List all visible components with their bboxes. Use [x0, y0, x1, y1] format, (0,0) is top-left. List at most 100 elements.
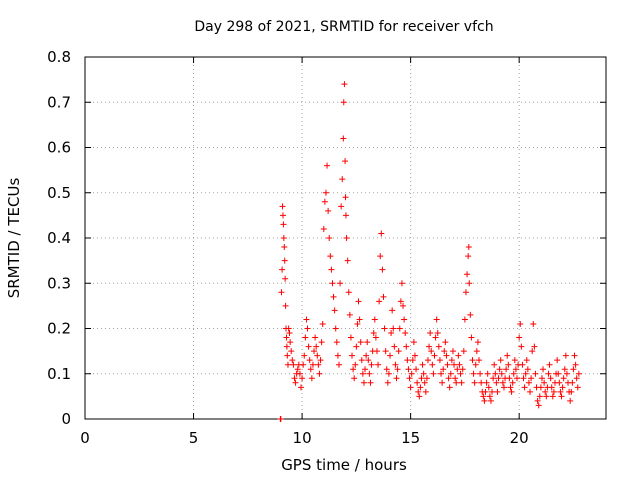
- data-point: [512, 366, 519, 373]
- data-point: [426, 343, 433, 350]
- data-point: [280, 221, 287, 228]
- y-tick-label: 0.4: [47, 229, 71, 247]
- data-point: [420, 370, 427, 377]
- data-point: [535, 402, 542, 409]
- data-point: [418, 375, 425, 382]
- data-point: [400, 302, 407, 309]
- data-point: [506, 375, 513, 382]
- data-point: [455, 352, 462, 359]
- data-point: [509, 379, 516, 386]
- x-tick-label: 20: [510, 429, 529, 447]
- data-point: [406, 375, 413, 382]
- data-point: [521, 384, 528, 391]
- data-point: [430, 370, 437, 377]
- data-point: [353, 343, 360, 350]
- data-point: [334, 352, 341, 359]
- data-point: [358, 357, 365, 364]
- data-point: [281, 257, 288, 264]
- data-point: [380, 293, 387, 300]
- data-point: [469, 357, 476, 364]
- data-point: [446, 384, 453, 391]
- data-point: [522, 370, 529, 377]
- data-point: [422, 388, 429, 395]
- data-point: [462, 289, 469, 296]
- data-point: [279, 212, 286, 219]
- data-point: [408, 370, 415, 377]
- data-point: [351, 375, 358, 382]
- data-point: [458, 379, 465, 386]
- data-point: [299, 375, 306, 382]
- data-point: [302, 334, 309, 341]
- data-point: [352, 361, 359, 368]
- data-point: [452, 375, 459, 382]
- data-point: [340, 135, 347, 142]
- data-point: [508, 388, 515, 395]
- data-point: [421, 379, 428, 386]
- data-point: [460, 348, 467, 355]
- data-point: [286, 330, 293, 337]
- data-point: [383, 366, 390, 373]
- data-point: [444, 361, 451, 368]
- data-point: [391, 343, 398, 350]
- data-point: [495, 375, 502, 382]
- data-point: [396, 325, 403, 332]
- data-point: [457, 370, 464, 377]
- data-point: [415, 388, 422, 395]
- data-point: [510, 370, 517, 377]
- data-point: [389, 307, 396, 314]
- data-point: [465, 244, 472, 251]
- data-point: [519, 361, 526, 368]
- data-point: [485, 384, 492, 391]
- data-point: [416, 393, 423, 400]
- data-point: [318, 339, 325, 346]
- data-point: [466, 280, 473, 287]
- data-point: [332, 325, 339, 332]
- data-point: [346, 311, 353, 318]
- data-point: [371, 316, 378, 323]
- data-point: [319, 320, 326, 327]
- data-point: [279, 203, 286, 210]
- data-point: [464, 271, 471, 278]
- data-point: [517, 320, 524, 327]
- data-point: [290, 361, 297, 368]
- data-point: [375, 361, 382, 368]
- data-point: [562, 352, 569, 359]
- data-point: [547, 375, 554, 382]
- data-point: [530, 320, 537, 327]
- data-point: [368, 361, 375, 368]
- data-point: [434, 330, 441, 337]
- data-point: [395, 348, 402, 355]
- data-point: [337, 280, 344, 287]
- data-point: [277, 416, 284, 422]
- data-point: [557, 388, 564, 395]
- data-point: [324, 162, 331, 169]
- data-point: [541, 379, 548, 386]
- data-point: [363, 352, 370, 359]
- data-point: [292, 379, 299, 386]
- data-point: [320, 225, 327, 232]
- data-point: [447, 370, 454, 377]
- data-point: [490, 375, 497, 382]
- y-tick-label: 0: [61, 410, 71, 428]
- data-point: [477, 370, 484, 377]
- data-point: [498, 370, 505, 377]
- data-point: [409, 357, 416, 364]
- data-point: [284, 352, 291, 359]
- data-point: [534, 397, 541, 404]
- x-tick-label: 0: [80, 429, 90, 447]
- data-point: [486, 393, 493, 400]
- data-point: [359, 370, 366, 377]
- data-point: [555, 370, 562, 377]
- data-point: [496, 366, 503, 373]
- data-point: [317, 357, 324, 364]
- data-point: [289, 357, 296, 364]
- data-point: [410, 339, 417, 346]
- data-point: [282, 302, 289, 309]
- data-point: [548, 384, 555, 391]
- data-point: [537, 384, 544, 391]
- data-point: [550, 388, 557, 395]
- data-point: [525, 379, 532, 386]
- data-point: [492, 370, 499, 377]
- data-point: [472, 361, 479, 368]
- data-point: [569, 379, 576, 386]
